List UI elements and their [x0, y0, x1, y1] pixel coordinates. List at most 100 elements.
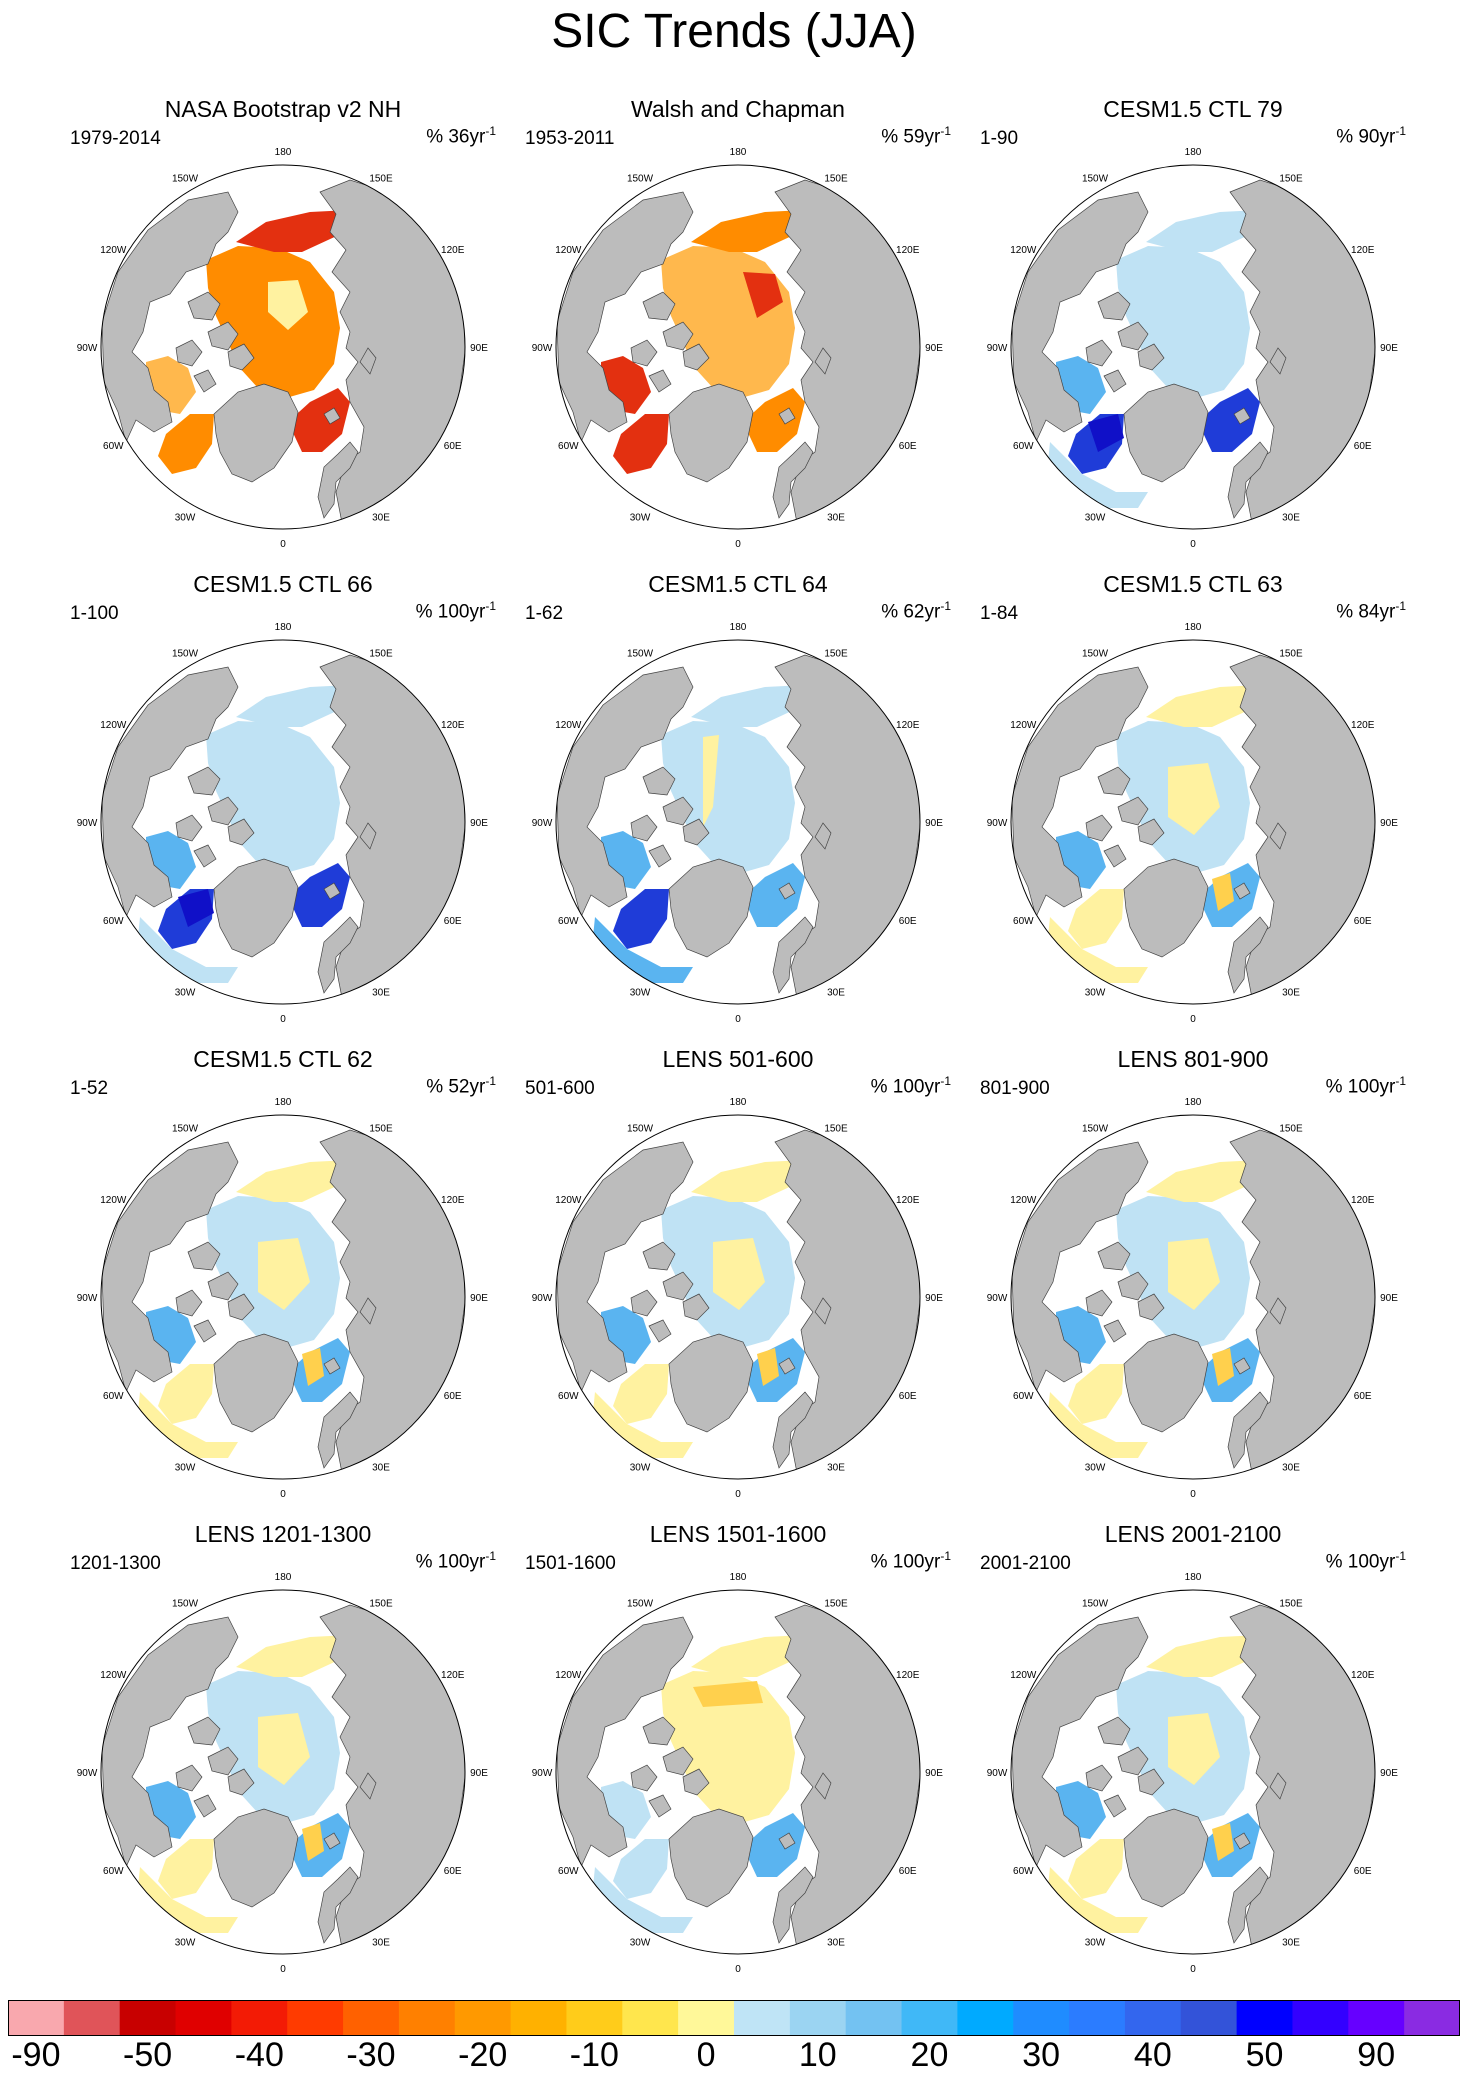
- longitude-label: 150E: [369, 1598, 393, 1609]
- map-boundary: [100, 639, 466, 1005]
- sea-ice-trend-region: [613, 414, 669, 474]
- sea-ice-trend-region: [1168, 1713, 1220, 1785]
- longitude-label: 90W: [987, 343, 1008, 354]
- land-mass: [1117, 1271, 1149, 1301]
- panel-title: CESM1.5 CTL 63: [1103, 571, 1283, 597]
- land-mass: [1011, 1616, 1149, 1869]
- longitude-label: 90E: [925, 818, 943, 829]
- longitude-label: 90W: [987, 818, 1008, 829]
- sea-ice-trend-region: [1212, 1823, 1234, 1861]
- longitude-label: 90W: [987, 1768, 1008, 1779]
- land-mass: [630, 339, 658, 367]
- land-mass: [101, 666, 239, 919]
- longitude-label: 0: [735, 1014, 741, 1025]
- sea-ice-trend-region: [288, 388, 350, 452]
- longitude-label: 60W: [558, 916, 579, 927]
- longitude-label: 120W: [555, 1670, 582, 1681]
- polar-stereographic-map: 180 150E 120E 90E 60E 30E 0 30W 60W 90W 120W 150W: [987, 1097, 1399, 1500]
- land-mass: [772, 916, 814, 994]
- colorbar: [8, 2000, 1461, 2036]
- land-mass: [668, 1333, 754, 1433]
- panel-trend-units: % 100yr-1: [1325, 1549, 1406, 1573]
- panel-period: 1501-1600: [525, 1553, 616, 1574]
- land-mass: [1103, 844, 1127, 868]
- longitude-label: 30E: [1282, 513, 1300, 524]
- land-mass: [187, 1716, 221, 1746]
- longitude-label: 30W: [630, 988, 651, 999]
- longitude-label: 0: [1190, 1014, 1196, 1025]
- longitude-label: 60W: [1013, 1391, 1034, 1402]
- land-mass: [1233, 1357, 1251, 1375]
- land-mass: [682, 343, 710, 371]
- longitude-label: 150E: [824, 1123, 848, 1134]
- panel-title: CESM1.5 CTL 64: [648, 571, 828, 597]
- longitude-label: 60W: [1013, 916, 1034, 927]
- map-boundary: [555, 1114, 921, 1480]
- longitude-label: 120E: [896, 245, 920, 256]
- land-mass: [1123, 1808, 1209, 1908]
- land-mass: [648, 369, 672, 393]
- land-mass: [814, 822, 832, 850]
- land-mass: [1085, 814, 1113, 842]
- land-mass: [556, 1141, 694, 1394]
- longitude-label: 30E: [372, 513, 390, 524]
- land-mass: [642, 1716, 676, 1746]
- land-mass: [323, 1832, 341, 1850]
- land-mass: [772, 441, 814, 519]
- longitude-label: 180: [275, 147, 292, 158]
- sea-ice-trend-region: [258, 1713, 310, 1785]
- longitude-label: 90E: [925, 1768, 943, 1779]
- colorbar-swatch: [678, 2000, 735, 2036]
- land-mass: [772, 1866, 814, 1944]
- longitude-label: 120E: [441, 1195, 465, 1206]
- sea-ice-trend-region: [268, 280, 308, 330]
- colorbar-swatch: [343, 2000, 400, 2036]
- sea-ice-trend-region: [593, 917, 693, 983]
- longitude-label: 120W: [555, 1195, 582, 1206]
- colorbar-swatch: [1292, 2000, 1349, 2036]
- longitude-label: 60E: [444, 916, 462, 927]
- colorbar-tick-label: -50: [123, 2036, 173, 2074]
- land-mass: [1103, 1794, 1127, 1818]
- longitude-label: 60E: [899, 1391, 917, 1402]
- land-mass: [213, 858, 299, 958]
- longitude-label: 0: [1190, 1489, 1196, 1500]
- land-mass: [1227, 1391, 1269, 1469]
- longitude-label: 30W: [1085, 513, 1106, 524]
- longitude-label: 120E: [1351, 245, 1375, 256]
- longitude-label: 90E: [470, 1768, 488, 1779]
- panel-trend-units: % 100yr-1: [415, 1549, 496, 1573]
- land-mass: [101, 1616, 239, 1869]
- map-panel: CESM1.5 CTL 64 1-62 % 62yr-1 180 150E 120E 90E…: [503, 571, 973, 1046]
- longitude-label: 60E: [444, 1391, 462, 1402]
- land-mass: [668, 858, 754, 958]
- longitude-label: 0: [1190, 1964, 1196, 1975]
- longitude-label: 30W: [630, 1938, 651, 1949]
- panel-title: CESM1.5 CTL 79: [1103, 96, 1283, 122]
- land-mass: [1227, 441, 1269, 519]
- longitude-label: 60E: [1354, 441, 1372, 452]
- panel-trend-units: % 36yr-1: [426, 124, 496, 148]
- land-mass: [193, 1319, 217, 1343]
- land-mass: [556, 1616, 694, 1869]
- panel-trend-units: % 52yr-1: [426, 1074, 496, 1098]
- sea-ice-trend-region: [1088, 414, 1124, 452]
- longitude-label: 180: [730, 1097, 747, 1108]
- longitude-label: 90W: [987, 1293, 1008, 1304]
- land-mass: [1011, 1141, 1149, 1394]
- land-mass: [1233, 1832, 1251, 1850]
- longitude-label: 150E: [369, 648, 393, 659]
- longitude-label: 150E: [1279, 648, 1303, 659]
- land-mass: [1085, 1289, 1113, 1317]
- longitude-label: 180: [1185, 622, 1202, 633]
- longitude-label: 150W: [627, 173, 654, 184]
- map-panel: CESM1.5 CTL 79 1-90 % 90yr-1 180 150E 120E 90E…: [958, 96, 1428, 571]
- colorbar-swatch: [8, 2000, 65, 2036]
- colorbar-swatch: [845, 2000, 903, 2036]
- panel-trend-units: % 59yr-1: [881, 124, 951, 148]
- longitude-label: 180: [730, 1572, 747, 1583]
- panel-title: LENS 801-900: [1117, 1046, 1269, 1072]
- sea-ice-trend-region: [138, 1392, 238, 1458]
- longitude-label: 180: [275, 1572, 292, 1583]
- longitude-label: 60E: [444, 1866, 462, 1877]
